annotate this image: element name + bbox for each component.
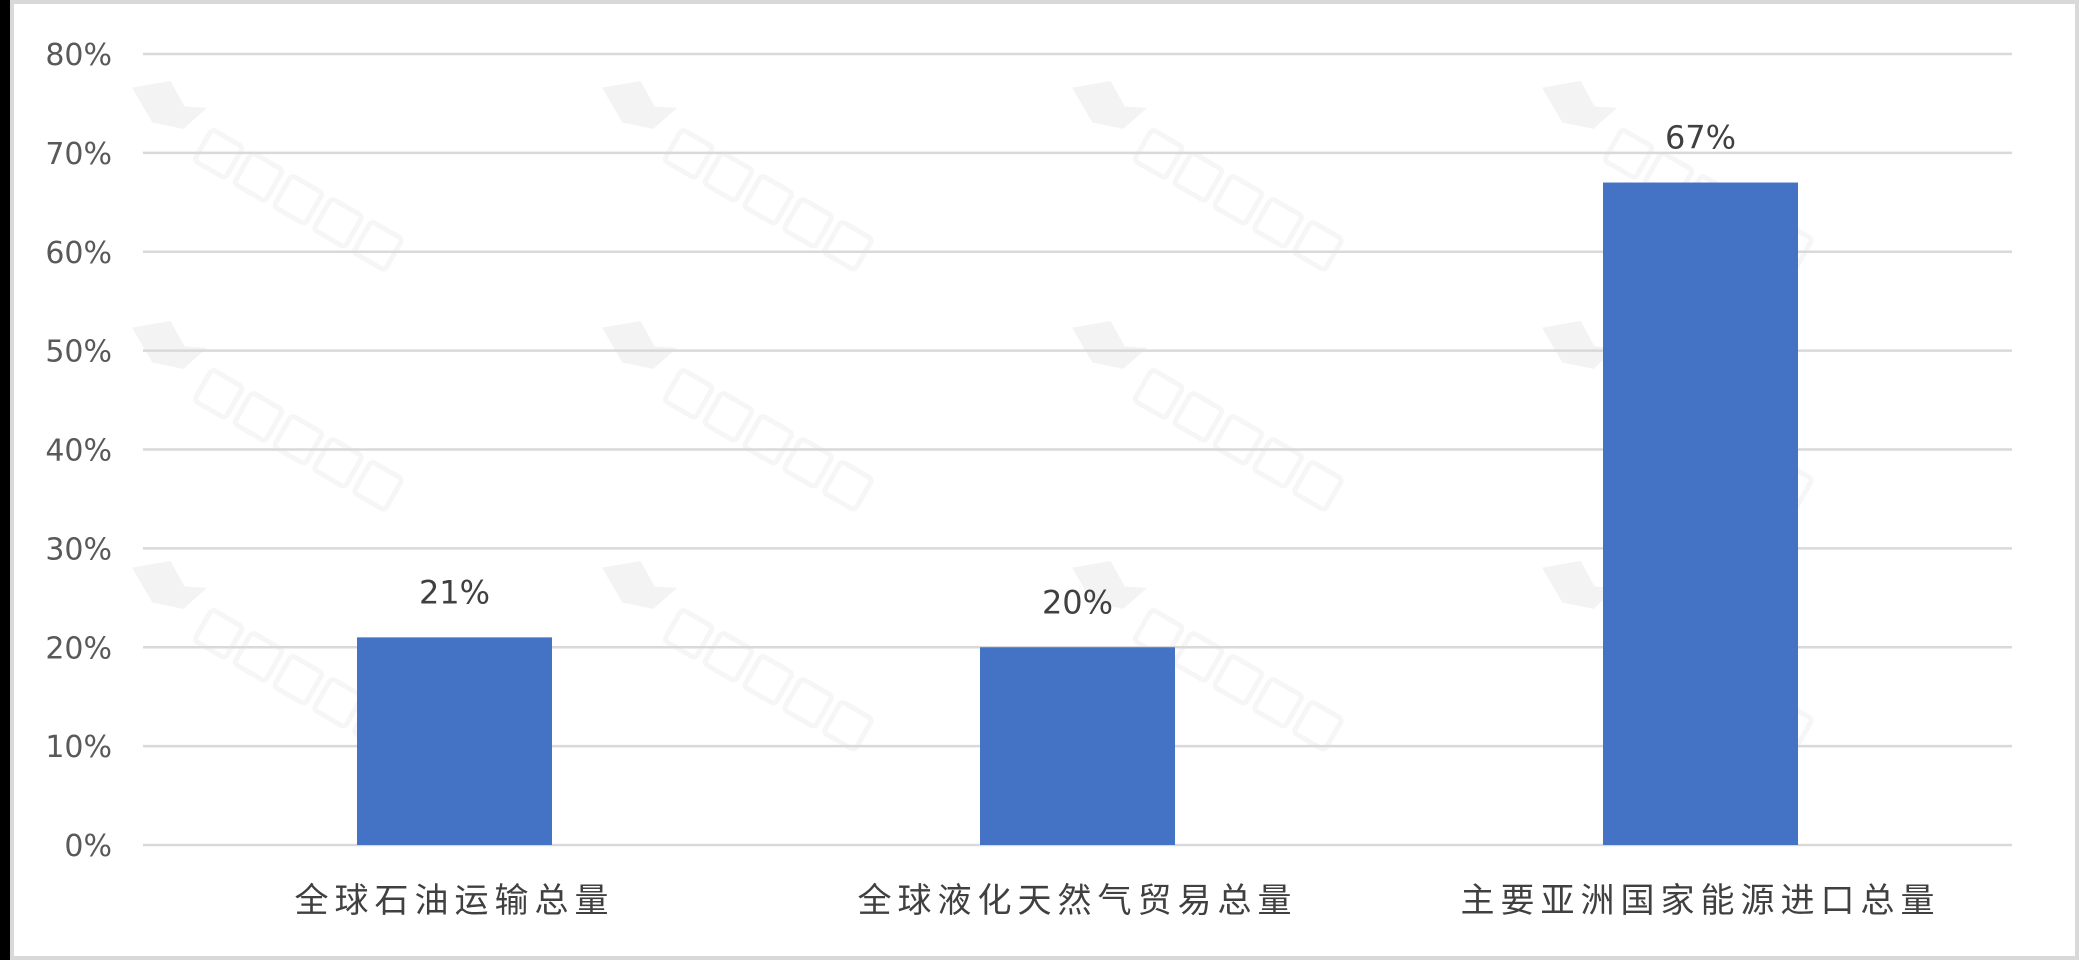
watermark-logo (132, 81, 208, 129)
watermark-glyph (232, 391, 285, 443)
watermark-mark (1072, 321, 1344, 512)
watermark-glyph (312, 437, 364, 489)
watermark-glyph (822, 700, 874, 752)
watermark-glyph (232, 631, 285, 683)
watermark-glyph (1252, 197, 1304, 249)
watermark-glyph (1132, 368, 1185, 420)
watermark-image (132, 81, 1814, 752)
watermark-glyph (662, 128, 715, 180)
watermark-glyph (742, 654, 794, 706)
watermark-mark (602, 81, 874, 272)
watermark-glyph (352, 220, 404, 272)
watermark-glyph (312, 197, 364, 249)
data-label: 20% (1042, 583, 1113, 621)
watermark-mark (602, 321, 874, 512)
watermark-logo (602, 321, 678, 369)
watermark-glyph (1212, 174, 1264, 226)
watermark-glyph (192, 608, 245, 660)
bar (357, 637, 552, 845)
watermark-glyph (272, 654, 324, 706)
y-tick-label: 70% (45, 137, 112, 172)
watermark-glyph (1252, 677, 1304, 729)
watermark-glyph (742, 174, 794, 226)
watermark-glyph (232, 151, 285, 203)
y-tick-label: 40% (45, 434, 112, 469)
watermark-glyph (1212, 654, 1264, 706)
watermark-glyph (192, 128, 245, 180)
watermark-logo (1542, 321, 1618, 369)
watermark-glyph (662, 368, 715, 420)
watermark-glyph (822, 460, 874, 512)
watermark-glyph (1172, 631, 1225, 683)
watermark-glyph (272, 174, 324, 226)
data-label: 21% (419, 573, 490, 611)
y-tick-label: 20% (45, 631, 112, 666)
y-tick-label: 60% (45, 236, 112, 271)
watermark-glyph (782, 197, 834, 249)
watermark-mark (1072, 81, 1344, 272)
watermark-mark (1072, 561, 1344, 752)
watermark-glyph (742, 414, 794, 466)
watermark-glyph (1132, 128, 1185, 180)
watermark-glyph (1252, 437, 1304, 489)
watermark-glyph (1292, 700, 1344, 752)
watermark-mark (132, 81, 404, 272)
watermark-logo (1542, 561, 1618, 609)
watermark-glyph (702, 631, 755, 683)
watermark-glyph (1212, 414, 1264, 466)
watermark-glyph (782, 437, 834, 489)
watermark-logo (602, 81, 678, 129)
watermark-logo (602, 561, 678, 609)
data-label: 67% (1665, 119, 1736, 157)
watermark-glyph (702, 391, 755, 443)
watermark-glyph (1292, 460, 1344, 512)
watermark-glyph (1292, 220, 1344, 272)
y-tick-label: 0% (64, 829, 112, 864)
watermark-glyph (192, 368, 245, 420)
watermark-glyph (1172, 391, 1225, 443)
y-tick-label: 50% (45, 335, 112, 370)
x-category-label: 全球液化天然气贸易总量 (858, 881, 1298, 921)
watermark-glyph (662, 608, 715, 660)
y-tick-label: 30% (45, 532, 112, 567)
watermark-glyph (312, 677, 364, 729)
watermark-logo (1072, 561, 1148, 609)
x-category-label: 全球石油运输总量 (295, 881, 615, 921)
watermark-mark (132, 321, 404, 512)
watermark-glyph (702, 151, 755, 203)
x-category-label: 主要亚洲国家能源进口总量 (1461, 881, 1941, 921)
watermark-glyph (1172, 151, 1225, 203)
y-tick-label: 80% (45, 38, 112, 73)
watermark-logo (1072, 81, 1148, 129)
watermark-glyph (782, 677, 834, 729)
watermark-logo (132, 561, 208, 609)
watermark-glyph (822, 220, 874, 272)
watermark-logo (1542, 81, 1618, 129)
watermark-glyph (352, 460, 404, 512)
y-tick-label: 10% (45, 730, 112, 765)
watermark-glyph (272, 414, 324, 466)
watermark-logo (132, 321, 208, 369)
bar (980, 647, 1175, 845)
watermark-glyph (1602, 128, 1655, 180)
bar (1603, 182, 1798, 846)
watermark-logo (1072, 321, 1148, 369)
